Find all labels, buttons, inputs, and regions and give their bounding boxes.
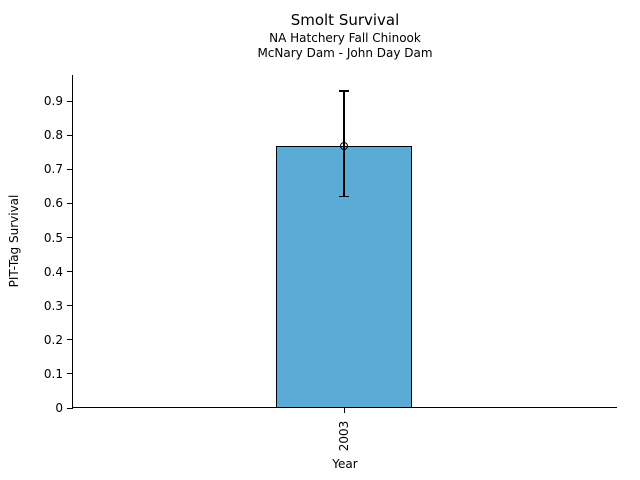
y-tick-label: 0.1	[43, 366, 63, 381]
y-tick	[67, 100, 73, 102]
y-tick-label: 0.8	[43, 128, 63, 143]
y-tick	[67, 305, 73, 307]
error-bar-cap-bottom	[339, 195, 349, 198]
y-tick	[67, 373, 73, 375]
chart-title: Smolt Survival	[290, 11, 400, 29]
y-tick	[67, 168, 73, 170]
y-tick-label: 0.4	[43, 264, 63, 279]
y-tick	[67, 202, 73, 204]
y-tick-label: 0.9	[43, 94, 63, 109]
x-axis-label: Year	[332, 457, 358, 471]
x-tick-label: 2003	[337, 420, 351, 452]
x-tick	[343, 408, 345, 413]
y-tick	[67, 271, 73, 273]
y-tick-label: 0.7	[43, 162, 63, 177]
y-tick	[67, 407, 73, 409]
y-tick	[67, 134, 73, 136]
y-tick	[67, 237, 73, 239]
chart-subtitle-line1: NA Hatchery Fall Chinook	[269, 31, 421, 45]
y-tick-label: 0	[55, 401, 63, 415]
chart-subtitle-line2: McNary Dam - John Day Dam	[257, 46, 433, 60]
y-tick-label: 0.3	[43, 298, 63, 313]
y-tick-label: 0.2	[43, 332, 63, 347]
y-tick-label: 0.6	[43, 196, 63, 211]
error-bar-cap-top	[339, 90, 349, 92]
y-tick	[67, 339, 73, 341]
y-tick-label: 0.5	[43, 230, 63, 245]
data-point-marker	[340, 141, 348, 150]
